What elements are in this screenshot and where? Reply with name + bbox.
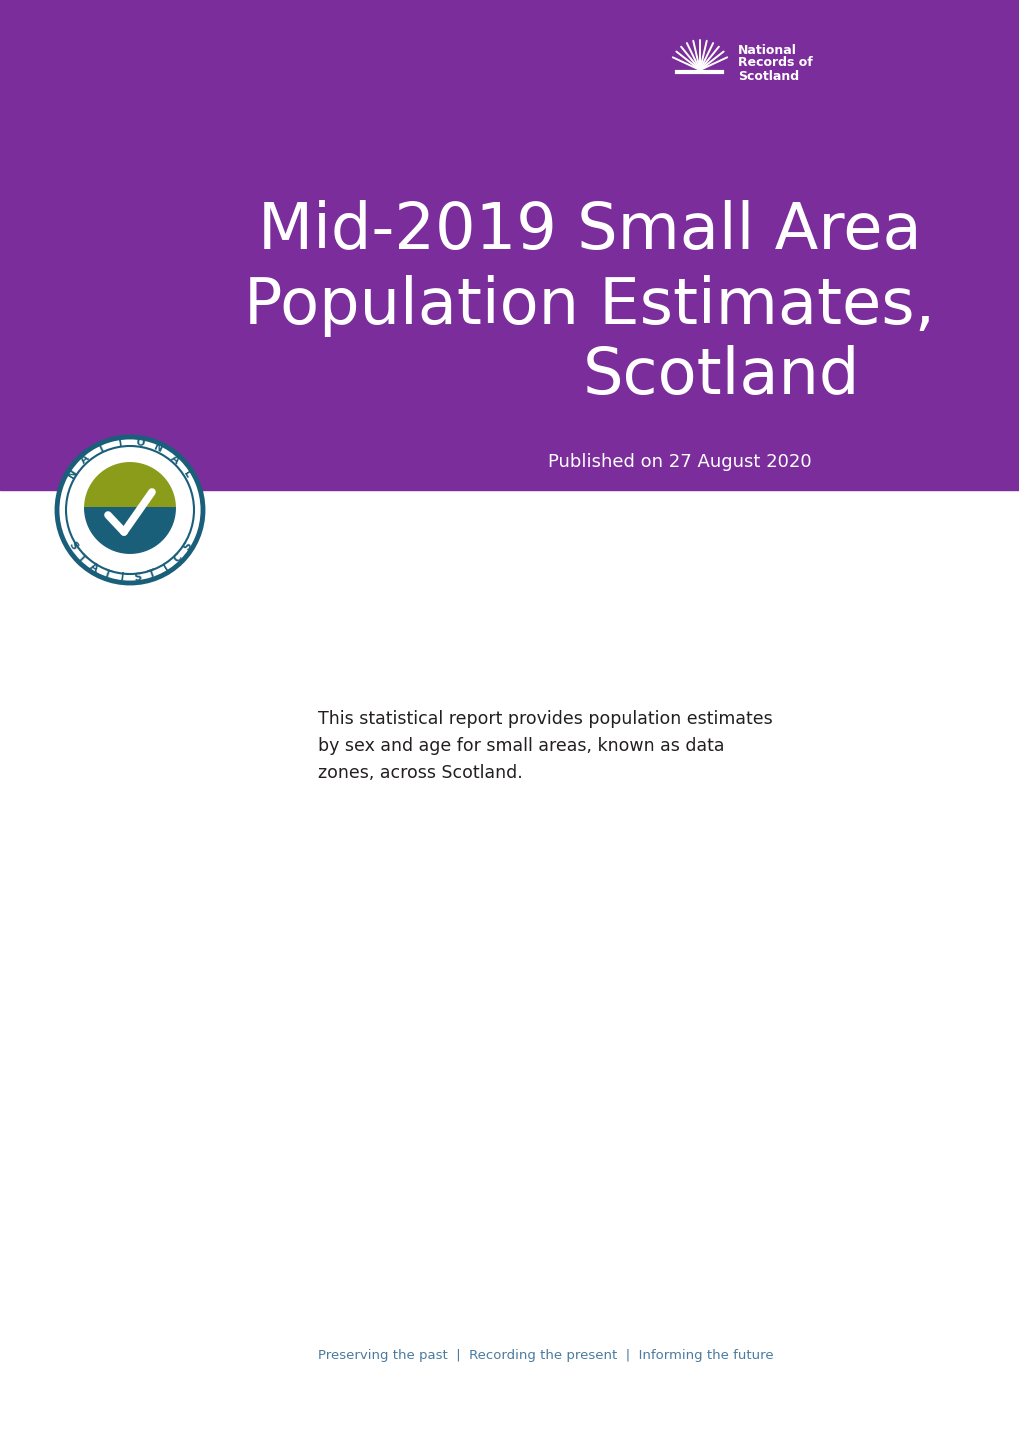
Text: Preserving the past  |  Recording the present  |  Informing the future: Preserving the past | Recording the pres… [318,1348,772,1361]
Text: Published on 27 August 2020: Published on 27 August 2020 [547,453,811,472]
Bar [0,0,1019,490]
Text: National: National [738,43,796,56]
Text: S: S [181,541,194,552]
Polygon shape [85,508,175,554]
Text: S: S [66,541,78,552]
Text: C: C [172,552,184,564]
Text: Records of: Records of [738,56,812,69]
Text: I: I [117,437,122,448]
Text: Scotland: Scotland [582,345,859,407]
Text: A: A [88,561,100,574]
Text: A: A [78,453,92,466]
Text: I: I [120,572,124,583]
Text: O: O [135,437,145,448]
Text: T: T [96,443,107,454]
Text: T: T [102,568,112,580]
Polygon shape [85,463,175,508]
Text: I: I [162,562,170,572]
Text: N: N [153,441,164,454]
Text: Scotland: Scotland [738,69,798,82]
Text: T: T [75,552,88,564]
Text: N: N [65,467,78,480]
Text: A: A [168,453,181,466]
Text: L: L [181,469,194,479]
Text: S: S [133,572,142,583]
Text: T: T [148,568,157,580]
Text: Mid-2019 Small Area: Mid-2019 Small Area [258,200,921,262]
Text: Population Estimates,: Population Estimates, [245,275,934,337]
Text: This statistical report provides population estimates
by sex and age for small a: This statistical report provides populat… [318,709,772,782]
Circle shape [57,437,203,583]
